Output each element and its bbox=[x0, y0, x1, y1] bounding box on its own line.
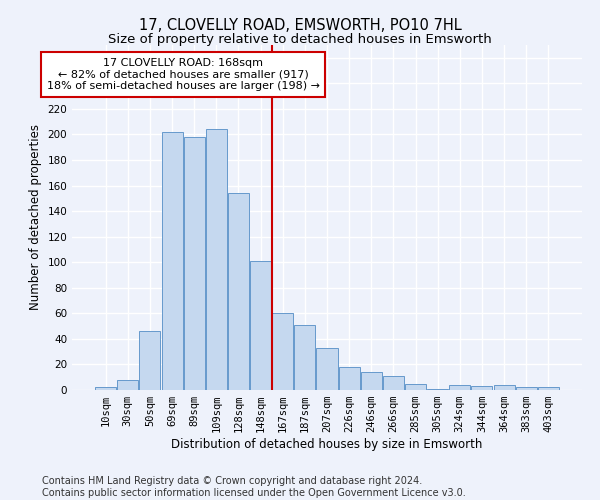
Y-axis label: Number of detached properties: Number of detached properties bbox=[29, 124, 42, 310]
Bar bbox=[383, 376, 404, 390]
Text: Contains HM Land Registry data © Crown copyright and database right 2024.
Contai: Contains HM Land Registry data © Crown c… bbox=[42, 476, 466, 498]
Bar bbox=[250, 261, 271, 390]
Bar bbox=[427, 388, 448, 390]
X-axis label: Distribution of detached houses by size in Emsworth: Distribution of detached houses by size … bbox=[172, 438, 482, 451]
Bar bbox=[295, 325, 316, 390]
Bar bbox=[405, 384, 426, 390]
Bar bbox=[515, 388, 536, 390]
Bar bbox=[494, 385, 515, 390]
Bar bbox=[361, 372, 382, 390]
Bar bbox=[118, 380, 139, 390]
Bar bbox=[228, 193, 249, 390]
Text: 17 CLOVELLY ROAD: 168sqm
← 82% of detached houses are smaller (917)
18% of semi-: 17 CLOVELLY ROAD: 168sqm ← 82% of detach… bbox=[47, 58, 320, 91]
Bar bbox=[161, 132, 182, 390]
Bar bbox=[95, 388, 116, 390]
Text: 17, CLOVELLY ROAD, EMSWORTH, PO10 7HL: 17, CLOVELLY ROAD, EMSWORTH, PO10 7HL bbox=[139, 18, 461, 32]
Bar bbox=[272, 314, 293, 390]
Bar bbox=[139, 331, 160, 390]
Bar bbox=[538, 388, 559, 390]
Bar bbox=[449, 385, 470, 390]
Bar bbox=[338, 367, 359, 390]
Bar bbox=[472, 386, 493, 390]
Bar bbox=[206, 130, 227, 390]
Bar bbox=[184, 137, 205, 390]
Bar bbox=[316, 348, 338, 390]
Text: Size of property relative to detached houses in Emsworth: Size of property relative to detached ho… bbox=[108, 32, 492, 46]
